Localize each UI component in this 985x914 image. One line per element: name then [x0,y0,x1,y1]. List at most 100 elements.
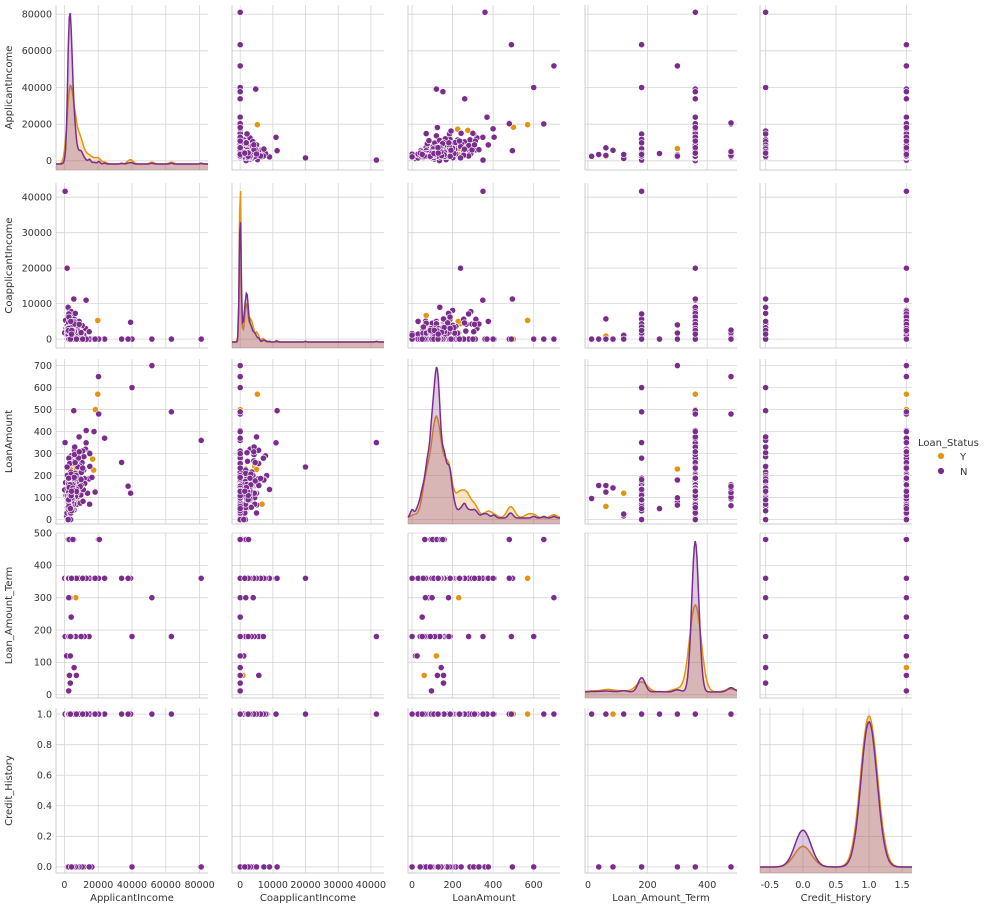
scatter-point-n [243,140,249,146]
scatter-point-n [168,409,174,415]
scatter-point-n [692,265,698,271]
scatter-point-n [485,318,491,324]
scatter-point-n [692,96,698,102]
scatter-point-n [763,9,769,15]
scatter-point-n [551,63,557,69]
scatter-point-y [254,122,260,128]
kde-line-n [232,222,384,342]
scatter-point-n [509,296,515,302]
scatter-point-n [763,304,769,310]
scatter-point-n [490,126,496,132]
scatter-point-n [149,363,155,369]
scatter-point-n [66,475,72,481]
scatter-point-n [448,128,454,134]
scatter-point-n [639,42,645,48]
scatter-point-n [419,151,425,157]
scatter-point-n [95,374,101,380]
scatter-point-n [419,336,425,342]
scatter-point-n [237,138,243,144]
scatter-point-y [423,312,429,318]
scatter-point-n [457,265,463,271]
scatter-point-n [480,157,486,163]
scatter-point-n [531,336,537,342]
scatter-point-n [674,336,680,342]
scatter-point-n [471,329,477,335]
scatter-point-n [67,506,73,512]
scatter-point-n [728,336,734,342]
scatter-point-n [903,145,909,151]
panel-CoapplicantIncome-vs-Credit_History [760,183,912,348]
scatter-point-n [83,440,89,446]
scatter-point-n [373,157,379,163]
scatter-point-n [639,327,645,333]
scatter-point-n [639,336,645,342]
scatter-point-n [903,327,909,333]
scatter-point-n [491,134,497,140]
panel-LoanAmount-vs-ApplicantIncome [56,359,208,524]
scatter-point-n [463,328,469,334]
scatter-point-n [448,336,454,342]
kde-line-y [232,191,384,342]
scatter-point-n [656,150,662,156]
scatter-point-n [656,336,662,342]
scatter-point-n [435,331,441,337]
kde-fill-n [232,222,384,348]
scatter-point-n [447,325,453,331]
scatter-point-n [128,490,134,496]
scatter-point-n [253,151,259,157]
scatter-point-n [72,460,78,466]
scatter-point-n [692,114,698,120]
scatter-point-n [458,130,464,136]
scatter-point-n [603,152,609,158]
scatter-point-n [237,89,243,95]
scatter-point-n [244,458,250,464]
scatter-point-n [692,9,698,15]
scatter-point-n [589,153,595,159]
scatter-point-n [903,96,909,102]
scatter-point-n [461,320,467,326]
scatter-point-n [470,336,476,342]
scatter-point-n [674,153,680,159]
scatter-point-n [253,86,259,92]
scatter-point-n [541,336,547,342]
scatter-point-n [237,9,243,15]
scatter-point-n [485,142,491,148]
scatter-point-n [125,336,131,342]
scatter-point-n [76,434,82,440]
scatter-point-n [903,151,909,157]
scatter-point-n [692,150,698,156]
scatter-point-n [903,114,909,120]
scatter-point-y [95,317,101,323]
scatter-point-n [87,501,93,507]
scatter-point-n [589,336,595,342]
scatter-point-y [525,317,531,323]
scatter-point-n [456,336,462,342]
scatter-point-n [639,311,645,317]
scatter-point-n [244,131,250,137]
scatter-point-n [83,427,89,433]
scatter-point-n [437,304,443,310]
scatter-point-n [198,336,204,342]
scatter-point-n [470,130,476,136]
kde-fill-y [232,191,384,348]
scatter-point-n [68,318,74,324]
scatter-point-n [273,134,279,140]
panel-CoapplicantIncome-vs-CoapplicantIncome [232,183,384,348]
scatter-point-n [237,96,243,102]
scatter-point-y [254,391,260,397]
scatter-point-n [302,155,308,161]
scatter-point-n [596,336,602,342]
scatter-point-n [415,318,421,324]
scatter-point-n [274,148,280,154]
panel-LoanAmount-vs-CoapplicantIncome [232,359,384,524]
scatter-point-n [763,150,769,156]
scatter-point-n [78,330,84,336]
scatter-point-n [692,89,698,95]
scatter-point-n [903,89,909,95]
scatter-point-n [237,114,243,120]
scatter-point-n [447,153,453,159]
scatter-point-n [119,336,125,342]
scatter-point-n [541,121,547,127]
scatter-point-n [763,331,769,337]
